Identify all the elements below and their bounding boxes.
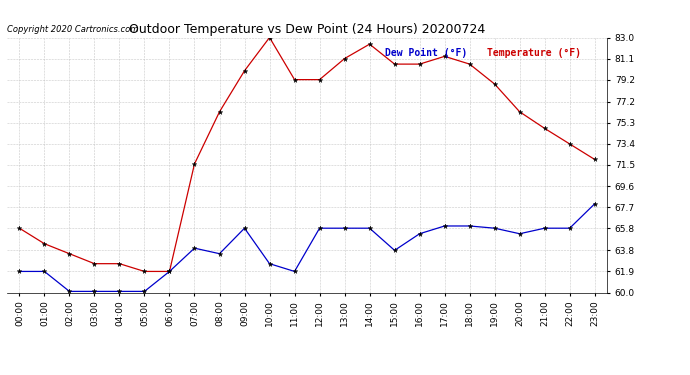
- Text: Copyright 2020 Cartronics.com: Copyright 2020 Cartronics.com: [7, 25, 138, 34]
- Text: Dew Point (°F): Dew Point (°F): [385, 48, 467, 58]
- Text: Temperature (°F): Temperature (°F): [487, 48, 581, 58]
- Title: Outdoor Temperature vs Dew Point (24 Hours) 20200724: Outdoor Temperature vs Dew Point (24 Hou…: [129, 23, 485, 36]
